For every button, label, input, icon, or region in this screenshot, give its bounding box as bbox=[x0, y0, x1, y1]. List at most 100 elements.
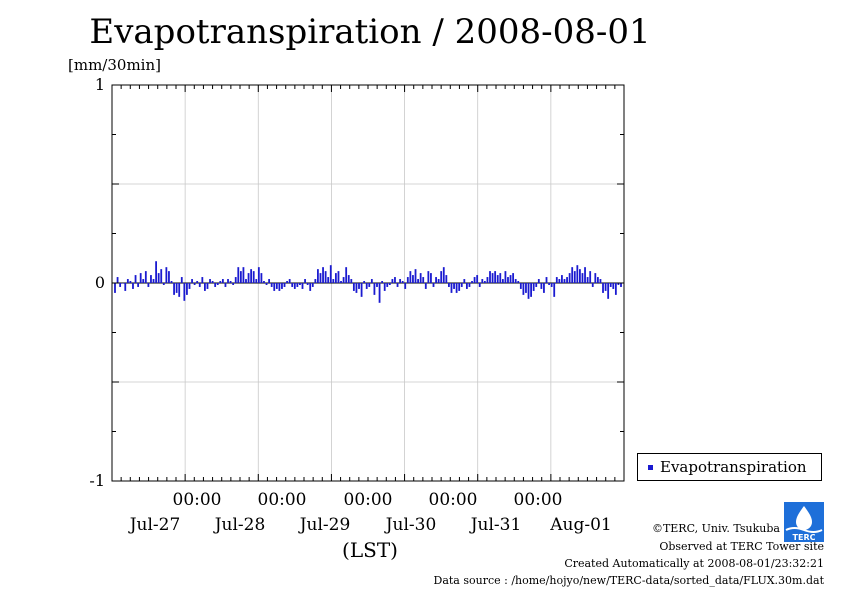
bar bbox=[519, 283, 522, 289]
bar bbox=[173, 283, 175, 295]
bar bbox=[394, 277, 396, 283]
x-time-label: 00:00 bbox=[172, 490, 222, 510]
bar bbox=[142, 279, 145, 283]
bar bbox=[229, 281, 232, 283]
x-date-label: Jul-28 bbox=[214, 515, 266, 535]
bar bbox=[584, 267, 586, 283]
bar bbox=[324, 271, 327, 283]
bar bbox=[180, 277, 183, 283]
y-tick-label-top: 1 bbox=[94, 75, 105, 94]
bar bbox=[483, 281, 486, 283]
bar bbox=[614, 283, 617, 295]
bar bbox=[270, 283, 273, 287]
bar bbox=[507, 277, 509, 283]
bar bbox=[527, 283, 530, 299]
bar bbox=[478, 283, 481, 287]
bar bbox=[558, 279, 561, 283]
chart-legend: Evapotranspiration bbox=[637, 453, 822, 481]
bar bbox=[193, 283, 196, 285]
bar bbox=[427, 271, 430, 283]
bar bbox=[609, 283, 612, 287]
bar bbox=[311, 283, 314, 287]
y-axis-unit: [mm/30min] bbox=[68, 56, 161, 74]
bar bbox=[299, 283, 301, 285]
bar bbox=[206, 283, 209, 289]
bar bbox=[188, 283, 191, 289]
x-axis-timezone-label: (LST) bbox=[342, 538, 398, 562]
bar bbox=[537, 279, 540, 283]
bar bbox=[245, 279, 247, 283]
bar bbox=[378, 283, 381, 303]
bar bbox=[191, 279, 193, 283]
bar bbox=[509, 275, 512, 283]
bar bbox=[317, 269, 319, 283]
bar bbox=[620, 283, 622, 287]
bar bbox=[386, 283, 389, 287]
bar bbox=[160, 269, 163, 283]
x-date-label: Jul-27 bbox=[129, 515, 181, 535]
bar bbox=[157, 273, 160, 283]
credit-data-source: Data source : /home/hojyo/new/TERC-data/… bbox=[433, 574, 825, 587]
bar bbox=[604, 283, 607, 291]
bar bbox=[501, 279, 504, 283]
bar bbox=[275, 283, 278, 289]
bar bbox=[399, 279, 402, 283]
bar bbox=[237, 267, 240, 283]
x-date-label: Aug-01 bbox=[550, 515, 612, 535]
logo-text: TERC bbox=[793, 533, 816, 542]
bar bbox=[594, 273, 597, 283]
bar bbox=[458, 283, 461, 291]
bar bbox=[543, 283, 545, 293]
bar bbox=[442, 267, 445, 283]
bar bbox=[247, 273, 250, 283]
credit-copyright: ©TERC, Univ. Tsukuba bbox=[651, 522, 780, 535]
bar bbox=[155, 261, 157, 283]
bar bbox=[548, 283, 550, 285]
x-time-label: 00:00 bbox=[343, 490, 393, 510]
bar bbox=[119, 283, 122, 287]
credit-observed: Observed at TERC Tower site bbox=[659, 540, 824, 553]
x-date-label: Jul-31 bbox=[470, 515, 522, 535]
bar bbox=[401, 281, 404, 283]
bar bbox=[576, 265, 579, 283]
bar bbox=[602, 283, 604, 293]
x-date-label: Jul-29 bbox=[299, 515, 351, 535]
data-bars bbox=[114, 261, 622, 303]
terc-logo: TERC bbox=[784, 502, 824, 542]
bar bbox=[209, 279, 211, 283]
bar bbox=[340, 281, 342, 283]
bar bbox=[396, 283, 399, 287]
bar bbox=[224, 283, 227, 287]
x-time-label: 00:00 bbox=[257, 490, 307, 510]
bar bbox=[568, 273, 571, 283]
bar bbox=[263, 281, 265, 283]
bar bbox=[514, 279, 517, 283]
bar bbox=[234, 277, 237, 283]
bar bbox=[440, 271, 443, 283]
bar bbox=[358, 283, 360, 289]
bar bbox=[306, 283, 309, 285]
bar bbox=[424, 283, 427, 289]
bar bbox=[463, 279, 466, 283]
bar bbox=[214, 283, 217, 287]
bar bbox=[132, 283, 134, 289]
bar bbox=[586, 277, 589, 283]
bar bbox=[383, 283, 386, 291]
bar bbox=[134, 275, 137, 283]
bar bbox=[414, 269, 417, 283]
bar bbox=[486, 277, 489, 283]
bar bbox=[360, 283, 363, 297]
bar bbox=[278, 283, 281, 291]
bar bbox=[334, 273, 337, 283]
bar bbox=[388, 283, 391, 285]
bar bbox=[350, 279, 353, 283]
bar bbox=[617, 283, 620, 285]
bar bbox=[139, 273, 142, 283]
bar bbox=[319, 273, 322, 283]
bar bbox=[327, 277, 330, 283]
bar bbox=[417, 279, 419, 283]
bar bbox=[476, 275, 479, 283]
bar bbox=[412, 275, 414, 283]
bar bbox=[553, 283, 556, 297]
bar bbox=[196, 281, 199, 283]
